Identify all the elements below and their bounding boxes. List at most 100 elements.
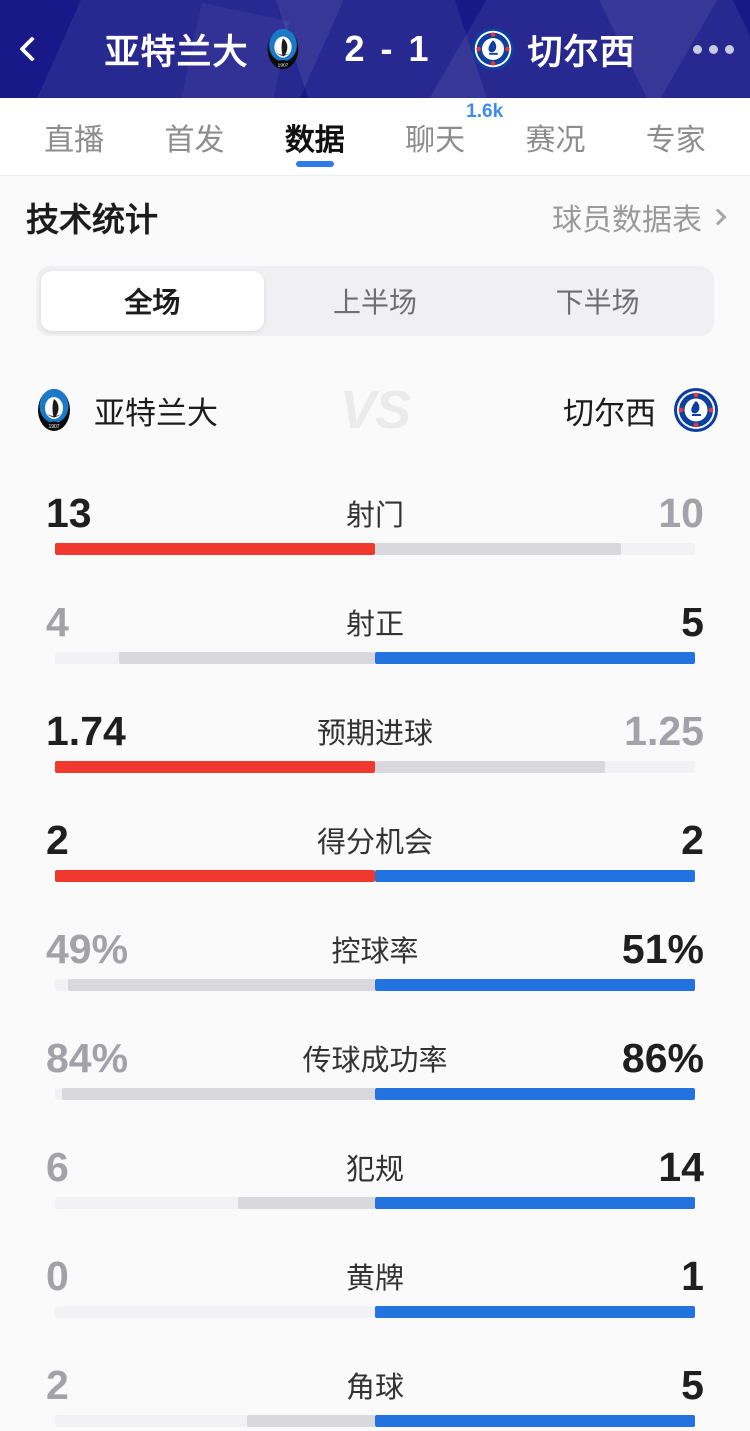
- stat-home-value: 49%: [46, 926, 129, 972]
- stat-bar-home-fill: [55, 543, 375, 555]
- tab-bar: 直播 首发 数据 聊天 1.6k 赛况 专家: [0, 98, 750, 176]
- header-away-team-name: 切尔西: [527, 32, 636, 72]
- stat-home-value: 2: [46, 817, 69, 863]
- stat-away-value: 51%: [621, 926, 704, 972]
- stat-row-values: 49% 控球率 51%: [0, 894, 750, 970]
- stat-row-values: 13 射门 10: [0, 458, 750, 534]
- stat-bar-away-half: [375, 543, 695, 555]
- stat-bar-away-half: [375, 1415, 695, 1427]
- stat-bar-home-fill: [62, 1088, 375, 1100]
- header-scoreline: 亚特兰大 1907 2 - 1: [64, 24, 676, 75]
- stat-bar-track: [55, 543, 695, 555]
- active-tab-indicator: [295, 161, 334, 167]
- matchup-away: 切尔西: [375, 386, 720, 434]
- stat-row: 84% 传球成功率 86%: [0, 1003, 750, 1112]
- stat-away-value: 14: [658, 1144, 704, 1190]
- stat-bar-away-half: [375, 870, 695, 882]
- tab-label: 首发: [164, 123, 225, 157]
- stat-label: 预期进球: [316, 718, 433, 750]
- stat-row-values: 2 角球 5: [0, 1330, 750, 1406]
- tab-lineup[interactable]: 首发: [134, 98, 254, 175]
- stat-bar-away-fill: [375, 1197, 695, 1209]
- stat-bar-home-half: [55, 761, 375, 773]
- chevron-right-icon: [709, 208, 727, 226]
- stat-bar-away-half: [375, 1088, 695, 1100]
- stat-bar-home-half: [55, 1306, 375, 1318]
- stat-label: 射门: [345, 500, 404, 532]
- stat-away-value: 5: [681, 599, 704, 645]
- more-horizontal-icon[interactable]: [676, 0, 750, 98]
- stat-bar-track: [55, 1197, 695, 1209]
- tab-experts[interactable]: 专家: [616, 98, 736, 175]
- stat-bar-home-fill: [67, 979, 375, 991]
- svg-text:1907: 1907: [278, 62, 289, 68]
- stat-bar-track: [55, 979, 695, 991]
- stat-bar-track: [55, 870, 695, 882]
- vs-watermark: VS: [339, 380, 411, 440]
- stat-bar-track: [55, 1415, 695, 1427]
- stat-bar-away-fill: [375, 761, 605, 773]
- stat-label: 控球率: [331, 936, 419, 968]
- stat-home-value: 2: [46, 1362, 69, 1408]
- stat-home-value: 1.74: [46, 708, 126, 754]
- match-header: 亚特兰大 1907 2 - 1: [0, 0, 750, 98]
- stat-row: 13 射门 10: [0, 458, 750, 567]
- tab-label: 专家: [645, 123, 706, 157]
- chevron-left-icon: [19, 36, 45, 62]
- stat-bar-home-fill: [55, 761, 375, 773]
- stat-home-value: 0: [46, 1253, 69, 1299]
- stat-away-value: 10: [658, 490, 704, 536]
- atalanta-crest-icon: 1907: [260, 26, 306, 72]
- stat-bar-away-half: [375, 652, 695, 664]
- stat-bar-away-fill: [375, 979, 695, 991]
- stat-bar-away-fill: [375, 870, 695, 882]
- stats-list: 13 射门 10 4 射正 5 1.74 预期进球 1.25 2 得分机会 2 49% 控球率 51% 84%…: [0, 458, 750, 1431]
- stat-bar-home-half: [55, 1197, 375, 1209]
- stat-bar-home-half: [55, 652, 375, 664]
- period-segmented-control: 全场 上半场 下半场: [36, 266, 714, 336]
- chelsea-crest-icon: [470, 26, 516, 72]
- stat-row-values: 2 得分机会 2: [0, 785, 750, 861]
- section-header: 技术统计 球员数据表: [0, 176, 750, 258]
- stat-bar-home-half: [55, 979, 375, 991]
- stat-home-value: 13: [46, 490, 92, 536]
- stat-bar-home-fill: [119, 652, 375, 664]
- stat-row-values: 4 射正 5: [0, 567, 750, 643]
- stat-row: 2 得分机会 2: [0, 785, 750, 894]
- tab-matchevents[interactable]: 赛况: [495, 98, 615, 175]
- tab-label: 直播: [44, 123, 105, 157]
- stat-label: 黄牌: [345, 1263, 404, 1295]
- stat-row: 6 犯规 14: [0, 1112, 750, 1221]
- stat-bar-home-fill: [237, 1197, 375, 1209]
- stat-home-value: 4: [46, 599, 69, 645]
- period-option-fulltime[interactable]: 全场: [41, 271, 264, 331]
- stat-row-values: 84% 传球成功率 86%: [0, 1003, 750, 1079]
- tab-chat[interactable]: 聊天 1.6k: [375, 98, 504, 175]
- stat-away-value: 1: [681, 1253, 704, 1299]
- stat-bar-away-half: [375, 979, 695, 991]
- stat-bar-away-fill: [375, 652, 695, 664]
- stat-home-value: 84%: [46, 1035, 129, 1081]
- stat-bar-home-half: [55, 1088, 375, 1100]
- stat-bar-away-fill: [375, 1088, 695, 1100]
- stat-bar-away-fill: [375, 1415, 695, 1427]
- stat-row: 2 角球 5: [0, 1330, 750, 1431]
- matchup-home-team-name: 亚特兰大: [94, 395, 218, 431]
- atalanta-crest-icon: 1907: [30, 386, 78, 434]
- stat-bar-home-half: [55, 543, 375, 555]
- matchup-row: 1907 亚特兰大 VS 切尔西: [0, 362, 750, 458]
- back-button[interactable]: [0, 0, 64, 98]
- stat-label: 犯规: [345, 1154, 404, 1186]
- tab-label: 聊天 1.6k: [405, 100, 504, 157]
- chelsea-crest-icon: [672, 386, 720, 434]
- player-stats-link[interactable]: 球员数据表: [552, 195, 727, 239]
- period-option-firsthalf[interactable]: 上半场: [333, 287, 418, 318]
- stat-row-values: 6 犯规 14: [0, 1112, 750, 1188]
- tab-live[interactable]: 直播: [14, 98, 134, 175]
- header-home-team-name: 亚特兰大: [104, 32, 249, 72]
- page-title: 技术统计: [26, 201, 158, 238]
- tab-stats[interactable]: 数据: [255, 98, 375, 175]
- stat-bar-away-fill: [375, 1306, 695, 1318]
- period-option-secondhalf[interactable]: 下半场: [555, 287, 640, 318]
